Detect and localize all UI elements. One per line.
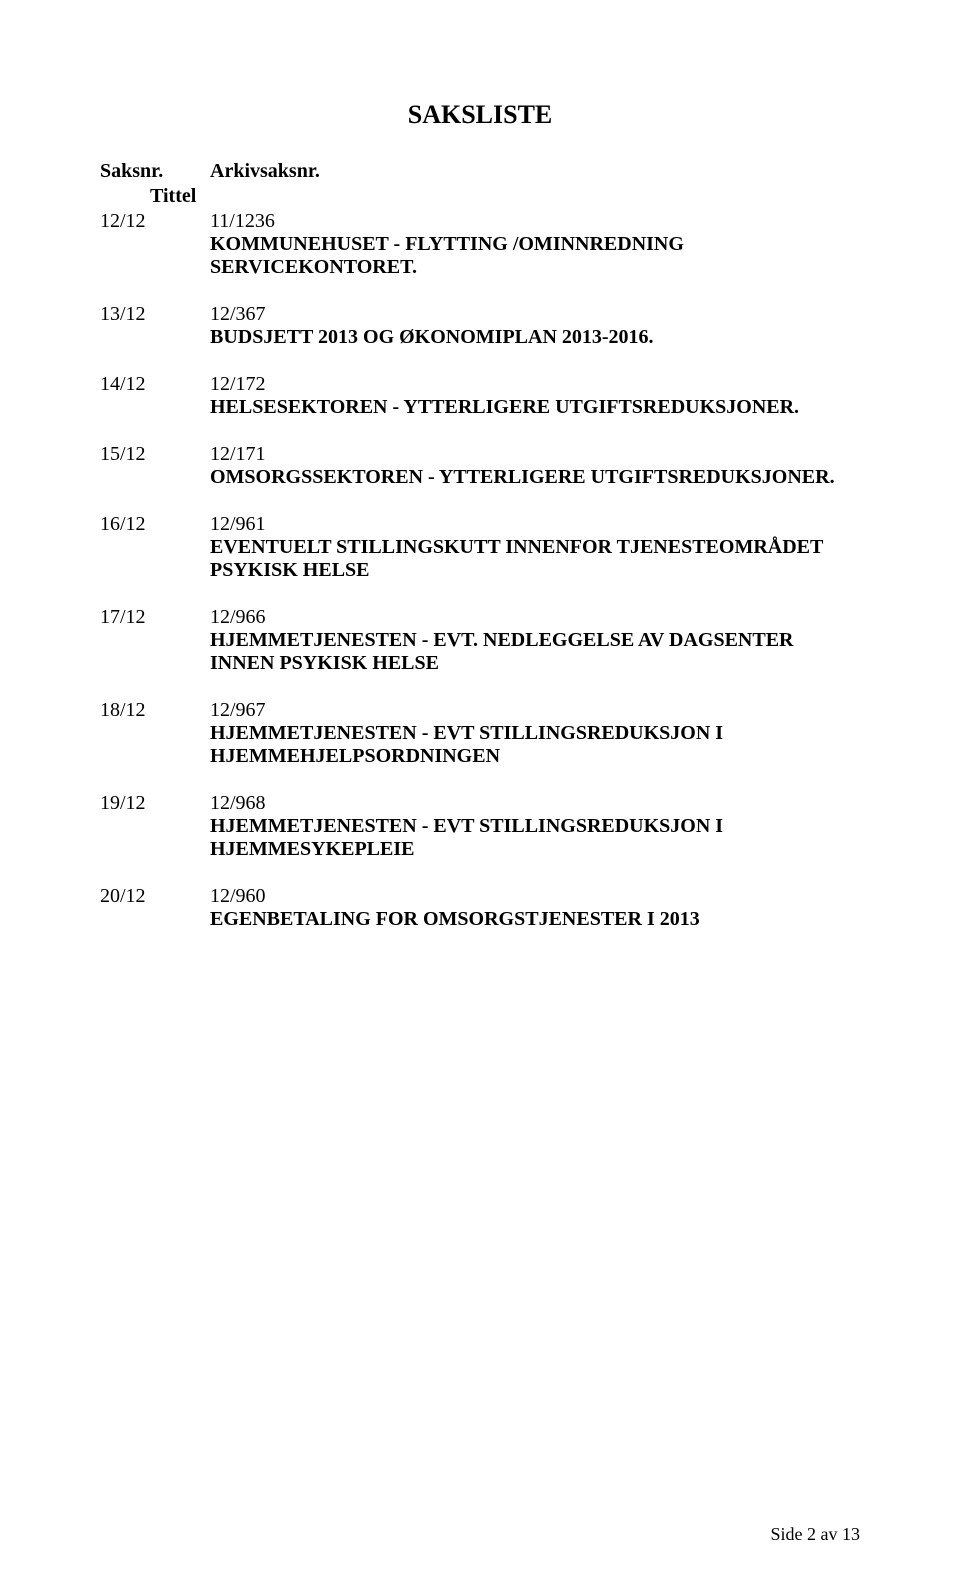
header-tittel: Tittel <box>100 185 860 208</box>
saksnr: 19/12 <box>100 792 210 861</box>
header-saksnr: Saksnr. <box>100 160 210 183</box>
list-item: 19/12 12/968 HJEMMETJENESTEN - EVT STILL… <box>100 792 860 861</box>
arkivsaksnr: 12/967 <box>210 699 860 722</box>
tittel: HELSESEKTOREN - YTTERLIGERE UTGIFTSREDUK… <box>210 396 860 419</box>
saksnr: 17/12 <box>100 606 210 675</box>
list-item: 15/12 12/171 OMSORGSSEKTOREN - YTTERLIGE… <box>100 443 860 489</box>
saksnr: 15/12 <box>100 443 210 489</box>
saksnr: 18/12 <box>100 699 210 768</box>
arkivsaksnr: 12/968 <box>210 792 860 815</box>
tittel: HJEMMETJENESTEN - EVT STILLINGSREDUKSJON… <box>210 722 860 768</box>
list-item: 12/12 11/1236 KOMMUNEHUSET - FLYTTING /O… <box>100 210 860 279</box>
tittel: OMSORGSSEKTOREN - YTTERLIGERE UTGIFTSRED… <box>210 466 860 489</box>
arkivsaksnr: 12/367 <box>210 303 860 326</box>
saksnr: 20/12 <box>100 885 210 931</box>
list-item: 18/12 12/967 HJEMMETJENESTEN - EVT STILL… <box>100 699 860 768</box>
saksnr: 16/12 <box>100 513 210 582</box>
arkivsaksnr: 11/1236 <box>210 210 860 233</box>
list-item: 17/12 12/966 HJEMMETJENESTEN - EVT. NEDL… <box>100 606 860 675</box>
arkivsaksnr: 12/961 <box>210 513 860 536</box>
saksnr: 12/12 <box>100 210 210 279</box>
arkivsaksnr: 12/172 <box>210 373 860 396</box>
list-item: 13/12 12/367 BUDSJETT 2013 OG ØKONOMIPLA… <box>100 303 860 349</box>
saksnr: 13/12 <box>100 303 210 349</box>
tittel: HJEMMETJENESTEN - EVT STILLINGSREDUKSJON… <box>210 815 860 861</box>
tittel: KOMMUNEHUSET - FLYTTING /OMINNREDNING SE… <box>210 233 860 279</box>
arkivsaksnr: 12/966 <box>210 606 860 629</box>
header-arkivsaksnr: Arkivsaksnr. <box>210 160 860 183</box>
list-item: 20/12 12/960 EGENBETALING FOR OMSORGSTJE… <box>100 885 860 931</box>
page-title: SAKSLISTE <box>100 100 860 130</box>
list-item: 14/12 12/172 HELSESEKTOREN - YTTERLIGERE… <box>100 373 860 419</box>
list-item: 16/12 12/961 EVENTUELT STILLINGSKUTT INN… <box>100 513 860 582</box>
tittel: EGENBETALING FOR OMSORGSTJENESTER I 2013 <box>210 908 860 931</box>
saksnr: 14/12 <box>100 373 210 419</box>
tittel: HJEMMETJENESTEN - EVT. NEDLEGGELSE AV DA… <box>210 629 860 675</box>
page-number: Side 2 av 13 <box>771 1524 861 1545</box>
tittel: BUDSJETT 2013 OG ØKONOMIPLAN 2013-2016. <box>210 326 860 349</box>
arkivsaksnr: 12/171 <box>210 443 860 466</box>
tittel: EVENTUELT STILLINGSKUTT INNENFOR TJENEST… <box>210 536 860 582</box>
table-header: Saksnr. Arkivsaksnr. <box>100 160 860 183</box>
arkivsaksnr: 12/960 <box>210 885 860 908</box>
